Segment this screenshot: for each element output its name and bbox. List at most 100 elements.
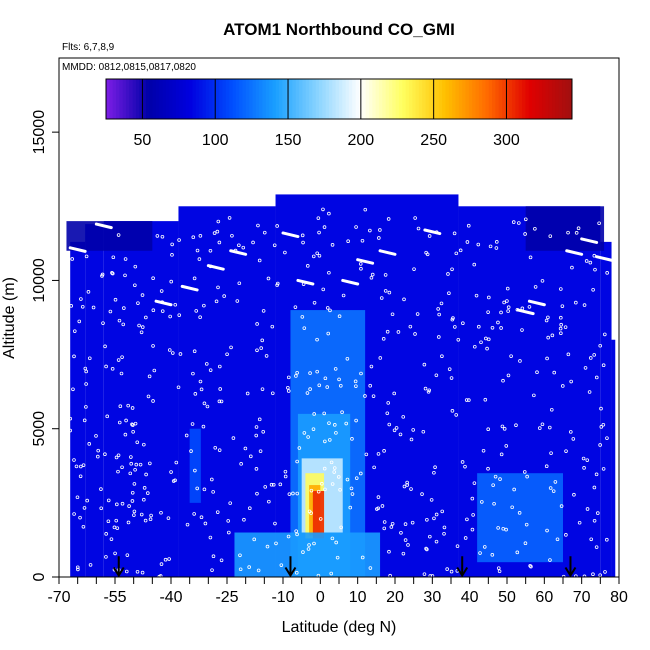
sample-point: [492, 501, 496, 506]
sample-point: [358, 262, 363, 266]
sample-point: [593, 267, 597, 272]
colorbar-segment: [372, 79, 377, 119]
sample-point: [294, 529, 298, 533]
sample-point: [327, 421, 331, 425]
sample-point: [354, 225, 358, 229]
sample-point: [368, 383, 372, 388]
x-tick-label: 50: [498, 589, 516, 606]
sample-point: [450, 317, 455, 322]
sample-point: [377, 236, 381, 240]
sample-point: [255, 491, 259, 496]
sample-point: [126, 520, 131, 525]
sample-point: [585, 507, 590, 511]
sample-point: [487, 295, 491, 300]
sample-point: [140, 293, 145, 297]
x-tick-label: -55: [103, 589, 126, 606]
sample-point: [190, 422, 195, 426]
field-feature: [477, 473, 563, 563]
sample-point: [432, 470, 436, 475]
sample-point: [450, 409, 455, 413]
sample-point: [122, 306, 126, 310]
sample-point: [545, 528, 549, 533]
field-feature: [189, 428, 201, 503]
sample-point: [510, 505, 514, 510]
colorbar-segment: [398, 79, 403, 119]
sample-point: [570, 265, 574, 270]
colorbar-segment: [392, 79, 397, 119]
colorbar-segment: [368, 79, 373, 119]
sample-point: [138, 462, 143, 467]
sample-point: [385, 411, 390, 416]
sample-point: [577, 520, 582, 525]
sample-point: [104, 555, 108, 559]
sample-point: [574, 231, 579, 235]
sample-point: [109, 537, 114, 541]
field-cell: [70, 241, 86, 577]
sample-point: [81, 463, 86, 467]
x-tick-label: 70: [573, 589, 591, 606]
sample-point: [198, 379, 203, 384]
colorbar-segment: [139, 79, 144, 119]
sample-point: [166, 516, 171, 520]
sample-point: [471, 513, 475, 517]
sample-point: [550, 333, 555, 338]
sample-point: [238, 553, 242, 558]
sample-point: [146, 394, 151, 399]
sample-point: [523, 232, 527, 236]
sample-point: [328, 308, 332, 313]
sample-point: [429, 498, 434, 502]
sample-point: [111, 255, 116, 260]
sample-point: [548, 486, 553, 490]
colorbar-tick-label: 150: [275, 132, 302, 149]
colorbar-segment: [402, 79, 407, 119]
sample-point: [346, 239, 350, 244]
sample-point: [486, 310, 490, 314]
sample-point: [316, 573, 321, 577]
colorbar-segment: [428, 79, 433, 119]
sample-point: [380, 504, 385, 508]
sample-point: [354, 418, 358, 423]
sample-point: [210, 477, 214, 482]
y-axis: 0 5000 10000 15000: [31, 110, 59, 581]
sample-point: [410, 520, 415, 525]
sample-point: [523, 217, 528, 222]
sample-point: [84, 382, 88, 386]
sample-point: [334, 540, 338, 545]
colorbar-segment: [209, 79, 214, 119]
colorbar-segment: [135, 79, 140, 119]
colorbar-segment: [142, 79, 147, 119]
colorbar-segment: [378, 79, 383, 119]
sample-point: [413, 332, 417, 336]
sample-point: [239, 462, 243, 466]
colorbar-segment: [192, 79, 197, 119]
sample-point: [482, 545, 487, 549]
sample-point: [559, 287, 563, 291]
sample-point: [72, 354, 76, 359]
sample-point: [381, 337, 386, 341]
sample-point: [559, 315, 563, 320]
sample-point: [517, 221, 521, 225]
sample-point: [601, 363, 606, 368]
sample-point: [517, 511, 522, 515]
sample-point: [72, 458, 76, 462]
sample-point: [116, 453, 121, 458]
sample-point: [208, 368, 213, 372]
sample-point: [168, 314, 172, 319]
sample-point: [327, 438, 332, 442]
sample-point: [330, 482, 335, 486]
sample-point: [86, 290, 91, 294]
sample-point: [402, 484, 407, 489]
sample-point: [135, 440, 140, 445]
sample-point: [353, 379, 358, 384]
arrow-head: [284, 566, 297, 578]
colorbar-segment: [502, 79, 506, 119]
colorbar-segment: [119, 79, 124, 119]
colorbar-segment: [255, 79, 260, 119]
field-cell: [600, 241, 612, 577]
sample-point: [344, 421, 349, 426]
colorbar-segment: [475, 79, 480, 119]
sample-point: [75, 565, 80, 570]
sample-point: [453, 325, 457, 329]
colorbar-segment: [342, 79, 347, 119]
sample-point: [442, 532, 446, 536]
